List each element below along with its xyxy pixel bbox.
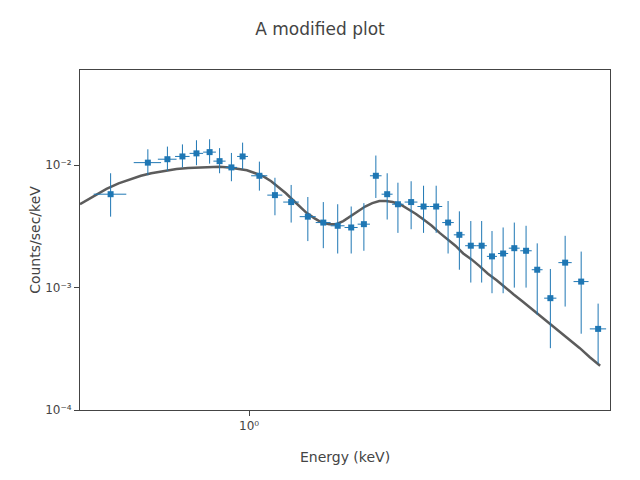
- svg-text:Energy (keV): Energy (keV): [300, 449, 390, 465]
- svg-text:10⁻³: 10⁻³: [45, 281, 72, 295]
- svg-text:A modified plot: A modified plot: [255, 19, 385, 39]
- svg-text:10⁻²: 10⁻²: [45, 158, 72, 172]
- svg-text:10⁻⁴: 10⁻⁴: [45, 403, 72, 417]
- svg-text:Counts/sec/keV: Counts/sec/keV: [27, 186, 43, 294]
- svg-text:10⁰: 10⁰: [239, 419, 259, 433]
